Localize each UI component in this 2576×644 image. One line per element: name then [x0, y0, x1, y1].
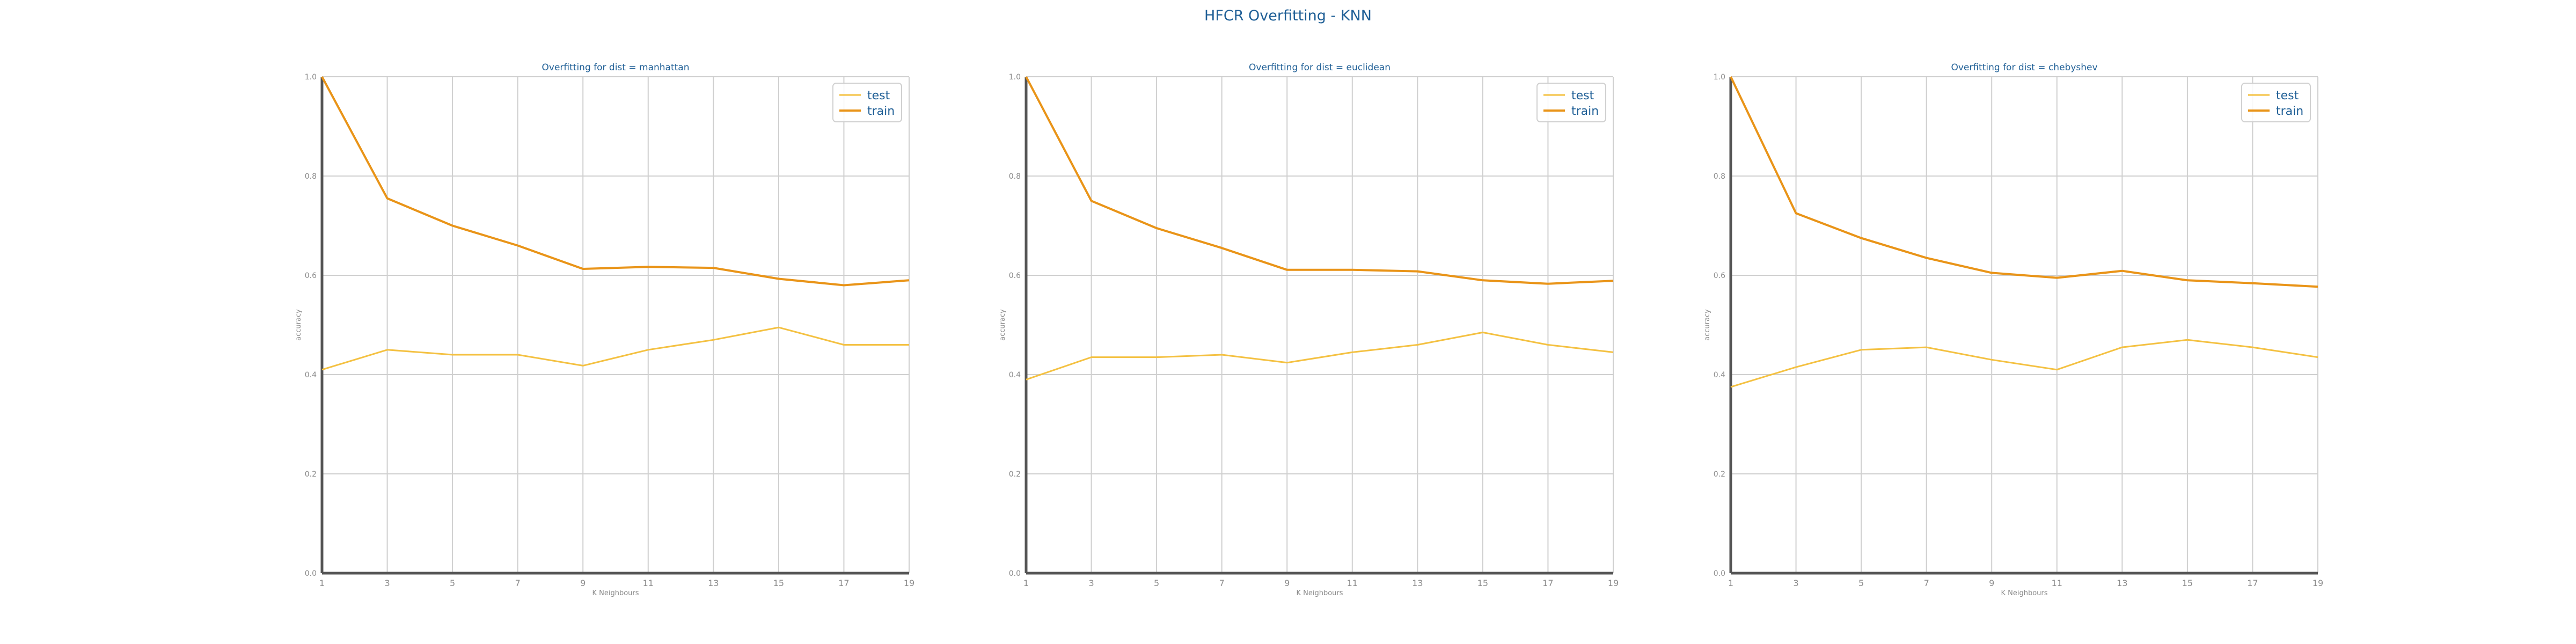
x-tick-label: 11: [2052, 578, 2062, 588]
y-tick-label: 0.4: [1714, 371, 1725, 379]
x-tick-label: 19: [1608, 578, 1619, 588]
x-tick-label: 17: [2247, 578, 2258, 588]
y-tick-label: 0.6: [1714, 272, 1725, 280]
x-tick-label: 11: [1347, 578, 1358, 588]
legend: test train: [832, 83, 902, 122]
y-tick-label: 1.0: [1714, 73, 1725, 82]
x-tick-label: 9: [1989, 578, 1994, 588]
y-tick-label: 0.6: [305, 272, 317, 280]
y-axis-label: accuracy: [1703, 309, 1711, 341]
y-tick-label: 0.8: [1009, 172, 1021, 181]
legend-label-test: test: [1571, 89, 1594, 103]
x-tick-label: 1: [319, 578, 325, 588]
series-line-test: [1026, 331, 1614, 380]
subplot-title: Overfitting for dist = manhattan: [542, 62, 690, 73]
x-tick-label: 5: [1858, 578, 1864, 588]
legend-label-train: train: [1571, 105, 1599, 118]
x-tick-label: 15: [773, 578, 784, 588]
legend-box: [832, 83, 902, 122]
x-tick-label: 7: [1219, 578, 1225, 588]
legend-box: [1536, 83, 1606, 122]
x-tick-label: 7: [515, 578, 521, 588]
x-tick-label: 3: [1793, 578, 1798, 588]
x-tick-label: 1: [1728, 578, 1733, 588]
y-tick-label: 0.4: [305, 371, 317, 379]
y-tick-label: 0.0: [305, 569, 317, 578]
y-tick-label: 1.0: [1009, 73, 1021, 82]
legend-label-train: train: [867, 105, 895, 118]
x-tick-label: 9: [1284, 578, 1290, 588]
series-line-train: [1730, 76, 2318, 288]
y-tick-label: 1.0: [305, 73, 317, 82]
subplot-3: 1 3 5 7 9 11 13 15 17 190.00.20.40.60.81.0K Neigh…: [1703, 62, 2323, 597]
x-tick-label: 19: [2312, 578, 2323, 588]
series-line-train: [321, 76, 910, 287]
y-axis-label: accuracy: [295, 309, 303, 341]
legend-box: [2241, 83, 2311, 122]
y-tick-label: 0.4: [1009, 371, 1021, 379]
x-tick-label: 19: [904, 578, 914, 588]
x-tick-label: 17: [1542, 578, 1553, 588]
x-tick-label: 13: [708, 578, 719, 588]
y-tick-label: 0.0: [1714, 569, 1725, 578]
series-line-test: [321, 326, 909, 371]
y-tick-label: 0.0: [1009, 569, 1021, 578]
x-tick-label: 17: [838, 578, 849, 588]
subplot-1: 1 3 5 7 9 11 13 15 17 190.00.20.40.60.81.0K Neigh…: [295, 62, 914, 597]
y-tick-label: 0.2: [305, 470, 317, 479]
x-tick-label: 1: [1023, 578, 1029, 588]
x-tick-label: 11: [643, 578, 654, 588]
legend-label-train: train: [2276, 105, 2303, 118]
legend-label-test: test: [867, 89, 890, 103]
x-axis-label: K Neighbours: [1296, 589, 1343, 597]
y-tick-label: 0.2: [1009, 470, 1021, 479]
subplot-title: Overfitting for dist = chebyshev: [1951, 62, 2097, 73]
y-axis-label: accuracy: [999, 309, 1007, 341]
x-tick-label: 5: [450, 578, 455, 588]
y-tick-label: 0.8: [305, 172, 317, 181]
x-tick-label: 7: [1924, 578, 1929, 588]
legend: test train: [2241, 83, 2311, 122]
subplot-title: Overfitting for dist = euclidean: [1249, 62, 1391, 73]
x-tick-label: 5: [1154, 578, 1159, 588]
x-tick-label: 15: [1477, 578, 1488, 588]
x-tick-label: 3: [384, 578, 390, 588]
x-tick-label: 3: [1088, 578, 1094, 588]
x-tick-label: 13: [1412, 578, 1423, 588]
subplot-2: 1 3 5 7 9 11 13 15 17 190.00.20.40.60.81.0K Neigh…: [999, 62, 1619, 597]
x-tick-label: 13: [2117, 578, 2127, 588]
figure-title: HFCR Overfitting - KNN: [1204, 8, 1372, 24]
y-tick-label: 0.2: [1714, 470, 1725, 479]
y-tick-label: 0.8: [1714, 172, 1725, 181]
x-axis-label: K Neighbours: [2001, 589, 2047, 597]
x-axis-label: K Neighbours: [592, 589, 639, 597]
legend-label-test: test: [2276, 89, 2299, 103]
y-tick-label: 0.6: [1009, 272, 1021, 280]
x-tick-label: 9: [580, 578, 586, 588]
series-line-train: [1025, 76, 1614, 285]
series-line-test: [1730, 339, 2318, 388]
legend: test train: [1536, 83, 1606, 122]
x-tick-label: 15: [2182, 578, 2193, 588]
